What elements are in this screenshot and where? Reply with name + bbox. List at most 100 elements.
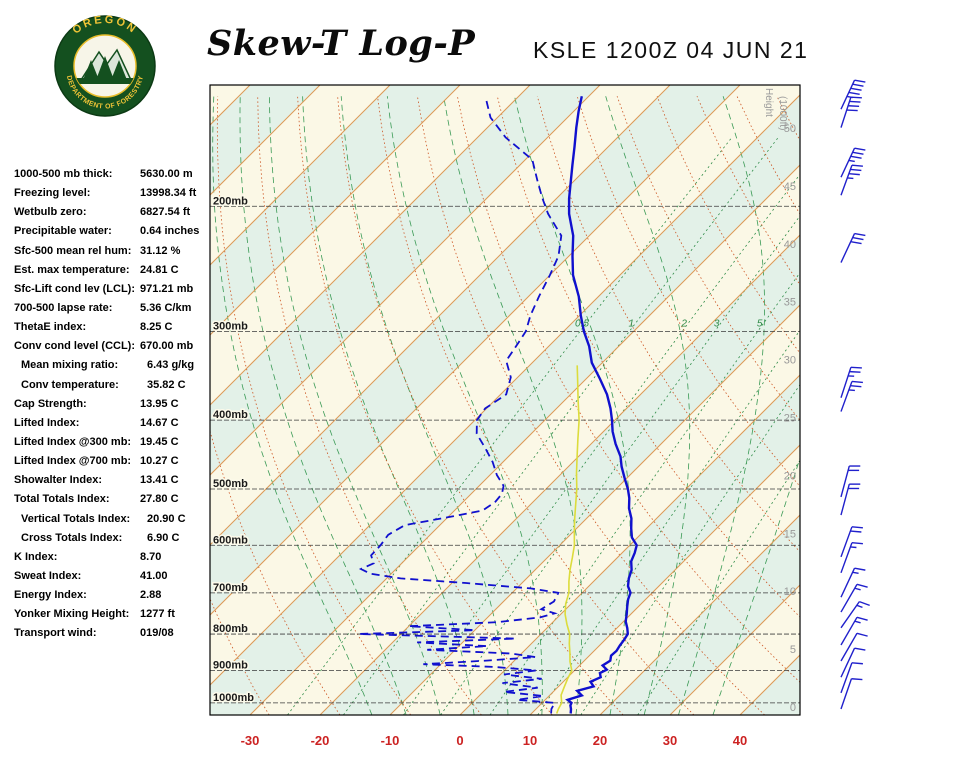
index-label: K Index: xyxy=(14,550,58,563)
wind-barb-feather xyxy=(846,109,858,112)
dry-adiabat xyxy=(417,96,765,715)
moist-adiabat xyxy=(212,96,373,715)
moist-adiabat xyxy=(340,96,509,715)
odf-logo: OREGON DEPARTMENT OF FORESTRY xyxy=(54,14,156,117)
index-row: Vertical Totals Index: 20.90 C xyxy=(14,513,214,532)
index-label: Sfc-500 mean rel hum: xyxy=(14,244,132,257)
wind-barb-feather xyxy=(856,583,868,588)
index-row: Energy Index: 2.88 xyxy=(14,589,214,608)
wind-barb-feather xyxy=(850,546,857,549)
index-label: Lifted Index @300 mb: xyxy=(14,435,132,448)
wind-barb xyxy=(840,483,861,516)
index-value: 31.12 % xyxy=(140,244,181,257)
isotherm-line xyxy=(389,304,800,715)
wind-barb-feather xyxy=(851,526,863,529)
index-label: Sweat Index: xyxy=(14,569,82,582)
index-row: Showalter Index: 13.41 C xyxy=(14,474,214,493)
wind-barb-staff xyxy=(840,96,852,128)
mixing-ratio-labels: 0.5 1 2 3 5 xyxy=(575,318,763,329)
index-row: Yonker Mixing Height: 1277 ft xyxy=(14,608,214,627)
index-label: Vertical Totals Index: xyxy=(21,512,131,525)
dry-adiabat xyxy=(817,96,960,715)
height-label: 35 xyxy=(784,297,796,309)
pressure-label: 300mb xyxy=(213,320,248,332)
isotherms xyxy=(210,85,800,715)
dewpoint-curve xyxy=(358,100,563,714)
mixing-ratio-label: 0.5 xyxy=(575,318,589,329)
index-label: Total Totals Index: xyxy=(14,493,110,506)
wind-barb-staff xyxy=(840,147,856,178)
wind-barb-feather xyxy=(851,678,863,681)
index-row: Conv cond level (CCL): 670.00 mb xyxy=(14,340,214,359)
index-value: 13998.34 ft xyxy=(140,187,197,200)
index-value: 24.81 C xyxy=(140,263,179,276)
wind-barb-staff xyxy=(840,526,853,558)
index-row: Lifted Index @700 mb: 10.27 C xyxy=(14,455,214,474)
isotherm-line xyxy=(210,85,321,196)
wind-barb-feather xyxy=(850,385,862,388)
mixing-ratio-label: 5 xyxy=(757,318,763,329)
wind-barb xyxy=(840,678,863,710)
dry-adiabat xyxy=(536,96,800,553)
height-axis-subtitle: (1000ft) xyxy=(777,96,788,130)
wind-barb-feather xyxy=(854,647,866,651)
wind-barb-feather xyxy=(851,662,863,665)
moist-adiabat xyxy=(514,96,631,715)
index-value: 27.80 C xyxy=(140,493,179,506)
isotherm-line xyxy=(210,85,531,406)
moist-adiabat xyxy=(678,96,766,715)
wind-barb xyxy=(840,79,866,110)
wind-barb-staff xyxy=(840,678,853,710)
wind-barbs xyxy=(840,79,870,710)
wind-barb-feather xyxy=(849,370,861,373)
wind-barb xyxy=(840,526,863,558)
moist-adiabat xyxy=(712,456,800,715)
isotherm-line xyxy=(210,85,461,336)
wind-barb xyxy=(840,465,861,498)
index-row: Transport wind: 019/08 xyxy=(14,627,214,646)
index-label: Lifted Index: xyxy=(14,416,80,429)
wind-barb-feather xyxy=(850,241,862,245)
wind-barb-staff xyxy=(840,601,860,629)
wind-barb-feather xyxy=(854,587,861,591)
wind-barb-feather xyxy=(851,164,863,167)
wind-barb-feather xyxy=(856,632,868,637)
index-row: Cross Totals Index: 6.90 C xyxy=(14,532,214,551)
wind-barb-feather xyxy=(852,151,864,155)
index-label: Est. max temperature: xyxy=(14,263,130,276)
height-label: 45 xyxy=(784,181,796,193)
index-value: 6827.54 ft xyxy=(140,206,191,219)
wind-barb-staff xyxy=(840,647,856,678)
wind-barb-feather xyxy=(859,600,870,607)
logo-ground xyxy=(74,78,136,84)
mixing-ratio-line xyxy=(343,137,779,715)
index-value: 670.00 mb xyxy=(140,340,194,353)
temperature-label: 30 xyxy=(663,733,677,748)
index-value: 41.00 xyxy=(140,569,168,582)
wind-barb xyxy=(840,616,868,646)
trees-icon xyxy=(83,56,127,80)
index-value: 8.70 xyxy=(140,550,162,563)
temperature-label: -30 xyxy=(241,733,260,748)
temperature-label: 40 xyxy=(733,733,747,748)
mixing-ratio-label: 2 xyxy=(680,318,687,329)
wind-barb-feather xyxy=(850,87,862,91)
wind-barb-feather xyxy=(854,147,866,151)
isotherm-line xyxy=(669,584,800,715)
isotherm-band xyxy=(0,85,180,715)
wind-barb-staff xyxy=(840,233,856,263)
isotherm-bands xyxy=(0,85,800,715)
index-row: Lifted Index @300 mb: 19.45 C xyxy=(14,436,214,455)
index-label: Yonker Mixing Height: xyxy=(14,608,130,621)
wind-barb-feather xyxy=(854,620,861,624)
height-label: 30 xyxy=(784,355,796,367)
index-row: Est. max temperature: 24.81 C xyxy=(14,264,214,283)
index-label: ThetaE index: xyxy=(14,321,87,334)
isotherm-line xyxy=(529,444,800,715)
wind-barb-feather xyxy=(849,100,861,103)
wind-barb-feather xyxy=(847,177,854,180)
dry-adiabat xyxy=(257,96,482,715)
wind-barb-staff xyxy=(840,632,858,662)
wind-barb-feather xyxy=(852,571,859,575)
mixing-ratio-line xyxy=(537,329,800,715)
